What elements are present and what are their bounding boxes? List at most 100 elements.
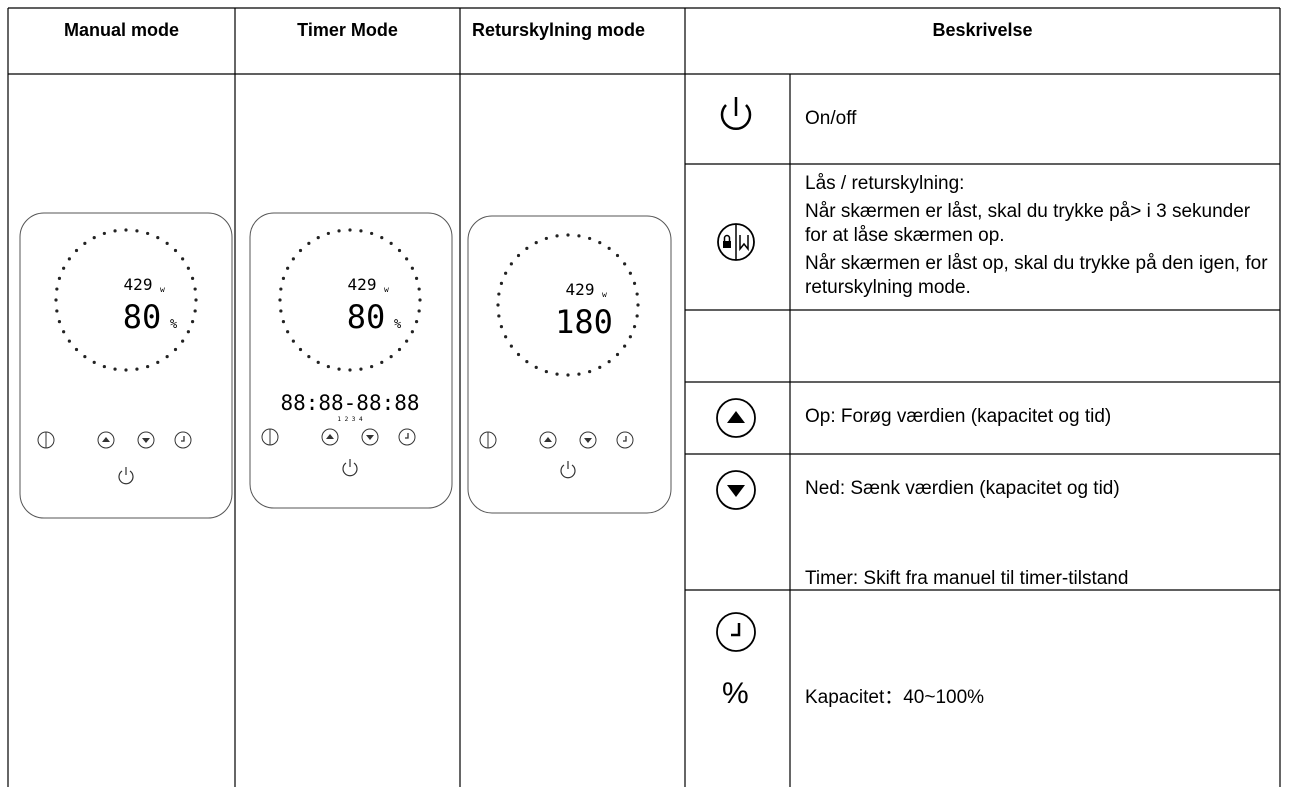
dot bbox=[103, 365, 106, 368]
dot bbox=[566, 233, 569, 236]
dot bbox=[623, 262, 626, 265]
dot bbox=[166, 355, 169, 358]
down-arrow bbox=[142, 438, 150, 443]
text: Lås / returskylning: bbox=[805, 172, 1275, 196]
dot bbox=[135, 368, 138, 371]
dot bbox=[636, 314, 639, 317]
description: Ned: Sænk værdien (kapacitet og tid) bbox=[805, 477, 1275, 505]
dot bbox=[317, 361, 320, 364]
dot bbox=[337, 229, 340, 232]
main-reading: 80 bbox=[123, 298, 162, 336]
dot bbox=[292, 257, 295, 260]
dot bbox=[411, 330, 414, 333]
dot bbox=[282, 277, 285, 280]
dot bbox=[187, 330, 190, 333]
dot bbox=[497, 292, 500, 295]
text: Timer: Skift fra manuel til timer-tilsta… bbox=[805, 567, 1275, 591]
description: Lås / returskylning: Når skærmen er låst… bbox=[805, 172, 1275, 304]
description: Kapacitet：40~100% bbox=[805, 686, 1275, 714]
dot bbox=[146, 365, 149, 368]
power-unit: w bbox=[160, 285, 165, 294]
panel-button bbox=[399, 429, 415, 445]
dot bbox=[405, 257, 408, 260]
power-reading: 429 bbox=[348, 275, 377, 294]
dot bbox=[500, 325, 503, 328]
panel-button bbox=[175, 432, 191, 448]
page: % 429w80%429w80%88:88-88:881 2 3 4429w18… bbox=[0, 0, 1291, 787]
dot bbox=[390, 242, 393, 245]
dot bbox=[181, 340, 184, 343]
up-arrow bbox=[544, 437, 552, 442]
dot bbox=[380, 361, 383, 364]
dot bbox=[317, 236, 320, 239]
dot bbox=[156, 361, 159, 364]
dot bbox=[194, 298, 197, 301]
dot bbox=[174, 348, 177, 351]
header-cell: Timer Mode bbox=[235, 8, 460, 74]
text: Når skærmen er låst, skal du trykke på> … bbox=[805, 200, 1275, 248]
dot bbox=[113, 229, 116, 232]
dot bbox=[103, 232, 106, 235]
text: Kapacitet：40~100% bbox=[805, 686, 1275, 710]
dot bbox=[636, 292, 639, 295]
dot bbox=[337, 368, 340, 371]
dot bbox=[598, 241, 601, 244]
down-arrow bbox=[366, 435, 374, 440]
dot bbox=[348, 368, 351, 371]
dot bbox=[545, 370, 548, 373]
dot bbox=[415, 320, 418, 323]
dot bbox=[398, 249, 401, 252]
power-unit: w bbox=[384, 285, 389, 294]
dot bbox=[68, 340, 71, 343]
dot bbox=[555, 373, 558, 376]
dot bbox=[588, 370, 591, 373]
text: Op: Forøg værdien (kapacitet og tid) bbox=[805, 405, 1275, 429]
dot bbox=[616, 353, 619, 356]
panel-button bbox=[617, 432, 633, 448]
description: Timer: Skift fra manuel til timer-tilsta… bbox=[805, 567, 1275, 595]
dot bbox=[497, 314, 500, 317]
dot bbox=[68, 257, 71, 260]
icons bbox=[717, 97, 755, 651]
dot bbox=[124, 228, 127, 231]
timer-icon bbox=[717, 613, 755, 651]
dot bbox=[411, 267, 414, 270]
dot bbox=[500, 282, 503, 285]
text: Ned: Sænk værdien (kapacitet og tid) bbox=[805, 477, 1275, 501]
dot bbox=[191, 277, 194, 280]
dot bbox=[55, 287, 58, 290]
power-reading: 429 bbox=[566, 280, 595, 299]
dot bbox=[380, 236, 383, 239]
dot bbox=[525, 247, 528, 250]
dot bbox=[166, 242, 169, 245]
dot bbox=[299, 348, 302, 351]
dot bbox=[278, 298, 281, 301]
dot bbox=[299, 249, 302, 252]
description: On/off bbox=[805, 107, 1275, 135]
main-reading: 180 bbox=[555, 303, 613, 341]
dot bbox=[577, 373, 580, 376]
dot bbox=[282, 320, 285, 323]
dot bbox=[75, 249, 78, 252]
dot bbox=[535, 366, 538, 369]
dot bbox=[623, 345, 626, 348]
main-unit: % bbox=[394, 317, 402, 331]
dot bbox=[93, 361, 96, 364]
dot bbox=[636, 303, 639, 306]
dot bbox=[55, 309, 58, 312]
panel-frame bbox=[468, 216, 671, 513]
dot bbox=[327, 232, 330, 235]
dot bbox=[517, 254, 520, 257]
text: On/off bbox=[805, 107, 1275, 131]
description: Op: Forøg værdien (kapacitet og tid) bbox=[805, 405, 1275, 433]
dot bbox=[359, 368, 362, 371]
dot bbox=[415, 277, 418, 280]
dot bbox=[113, 368, 116, 371]
dot bbox=[156, 236, 159, 239]
dot bbox=[181, 257, 184, 260]
percent-icon: % bbox=[722, 677, 749, 710]
power-unit: w bbox=[602, 290, 607, 299]
header-cell: Beskrivelse bbox=[685, 8, 1280, 74]
dot bbox=[75, 348, 78, 351]
dot bbox=[124, 368, 127, 371]
